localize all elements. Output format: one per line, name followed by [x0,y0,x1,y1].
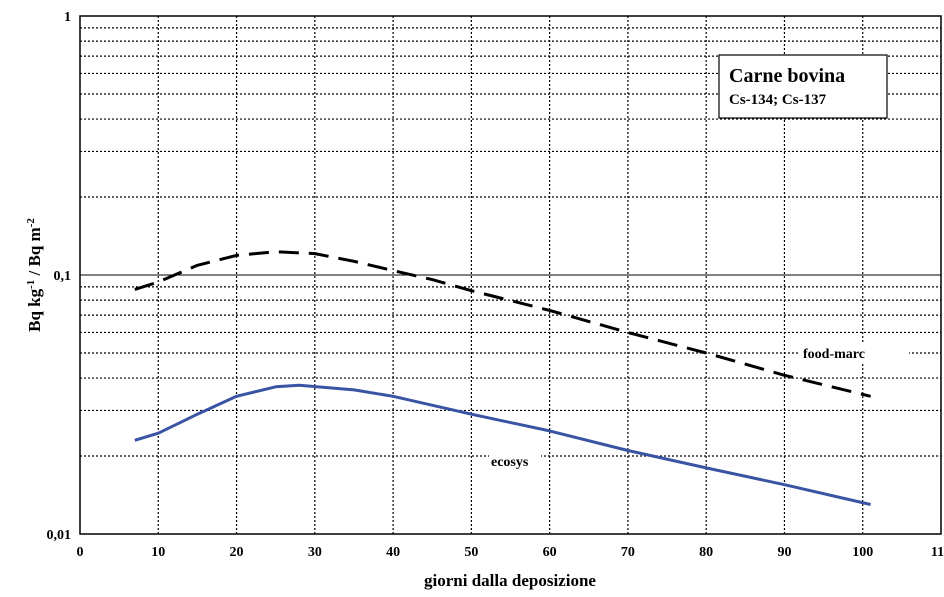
food-marc-label: food-marc [803,347,865,362]
x-tick-label: 80 [699,545,713,560]
x-tick-label: 0 [77,545,84,560]
series-lines [134,250,871,506]
y-tick-label: 0,1 [54,269,72,284]
y-axis-title: Bq kg-1 / Bq m-2 [25,218,44,332]
legend-box: Carne bovina Cs-134; Cs-137 [718,54,888,119]
x-tick-label: 70 [621,545,635,560]
ecosys-label: ecosys [491,455,529,470]
x-tick-label: 10 [151,545,165,560]
y-tick-label: 1 [64,10,71,25]
x-tick-label: 20 [230,545,244,560]
tick-labels: 0 10 20 30 40 50 60 70 80 90 100 110 0,01 0,1 1 [47,10,944,560]
x-tick-label: 50 [464,545,478,560]
legend-title: Carne bovina [729,65,845,87]
x-tick-label: 100 [852,545,873,560]
ecosys-label-bg [489,450,541,472]
plot-frame [79,15,942,535]
x-tick-label: 90 [777,545,791,560]
y-tick-label: 0,01 [47,528,72,543]
food-marc-label-bg [799,342,909,364]
x-tick-label: 40 [386,545,400,560]
x-tick-label: 30 [308,545,322,560]
series-line-ecosys [134,383,871,506]
x-tick-label: 60 [543,545,557,560]
x-tick-label: 110 [931,545,944,560]
legend-subtitle: Cs-134; Cs-137 [729,92,827,108]
series-labels: food-marc ecosys [489,342,909,472]
x-axis-title: giorni dalla deposizione [424,571,596,590]
legend-frame [718,54,888,119]
